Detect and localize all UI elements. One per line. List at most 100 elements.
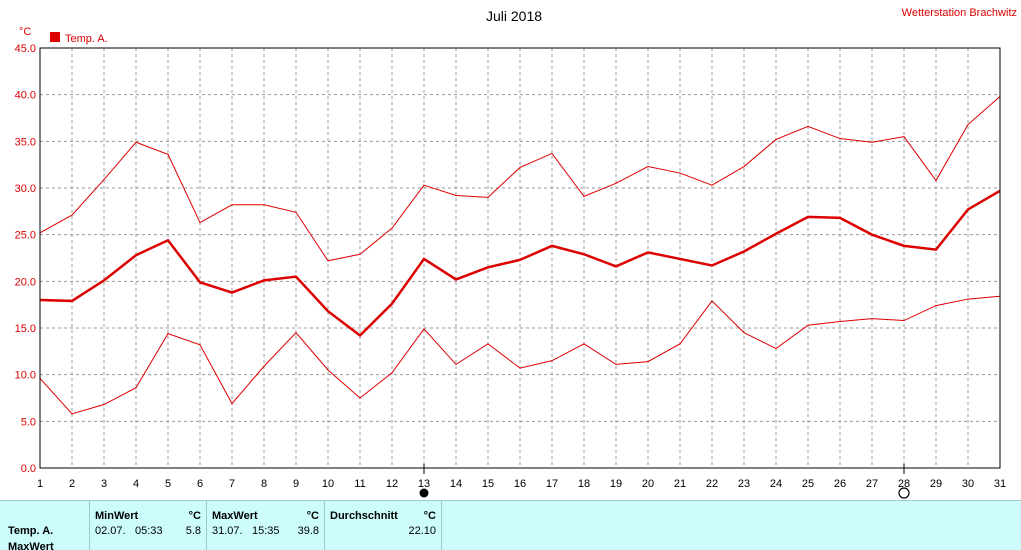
data-point-max bbox=[839, 137, 841, 140]
y-axis-unit: °C bbox=[19, 26, 31, 38]
station-name: Wetterstation Brachwitz bbox=[902, 7, 1017, 19]
y-tick-label: 35.0 bbox=[15, 136, 36, 148]
x-tick-label: 29 bbox=[930, 478, 942, 490]
x-tick-label: 22 bbox=[706, 478, 718, 490]
data-point-max bbox=[391, 227, 393, 229]
x-tick-label: 3 bbox=[101, 478, 107, 490]
data-point-min bbox=[807, 324, 809, 326]
y-tick-label: 15.0 bbox=[15, 323, 36, 335]
x-tick-label: 14 bbox=[450, 478, 462, 490]
data-point-max bbox=[103, 179, 105, 181]
data-point-min bbox=[967, 298, 969, 300]
min-value-column: MinWert °C 02.07. 05:33 5.8 bbox=[89, 501, 207, 550]
data-point-min bbox=[743, 332, 745, 334]
data-point-mean bbox=[711, 264, 713, 267]
data-point-mean bbox=[583, 253, 585, 255]
data-point-mean bbox=[775, 233, 777, 235]
data-point-min bbox=[551, 360, 553, 362]
data-point-min bbox=[359, 397, 361, 399]
x-tick-label: 26 bbox=[834, 478, 846, 490]
data-point-max bbox=[807, 125, 809, 127]
data-point-max bbox=[231, 204, 233, 206]
data-point-min bbox=[391, 372, 393, 374]
series-lines bbox=[39, 95, 1001, 415]
data-point-max bbox=[199, 221, 201, 224]
data-point-max bbox=[583, 195, 585, 197]
data-point-max bbox=[935, 179, 937, 182]
y-tick-label: 20.0 bbox=[15, 276, 36, 288]
data-point-max bbox=[423, 184, 425, 186]
moon-markers bbox=[419, 464, 910, 499]
x-tick-label: 25 bbox=[802, 478, 814, 490]
x-tick-label: 12 bbox=[386, 478, 398, 490]
data-point-min bbox=[903, 319, 905, 322]
data-point-max bbox=[615, 182, 617, 184]
data-point-min bbox=[711, 300, 713, 302]
data-point-mean bbox=[359, 334, 361, 337]
data-point-mean bbox=[263, 279, 265, 281]
data-point-mean bbox=[167, 239, 169, 241]
average-value: 22.10 bbox=[408, 525, 436, 537]
min-time: 05:33 bbox=[135, 525, 163, 537]
data-point-max bbox=[903, 136, 905, 138]
data-point-max bbox=[679, 172, 681, 174]
x-tick-label: 21 bbox=[674, 478, 686, 490]
plot-frame bbox=[39, 47, 1001, 469]
x-tick-label: 7 bbox=[229, 478, 235, 490]
data-point-mean bbox=[103, 279, 105, 281]
data-point-max bbox=[71, 214, 73, 216]
data-point-max bbox=[743, 165, 745, 168]
data-point-min bbox=[583, 343, 585, 345]
data-point-max bbox=[871, 141, 873, 143]
data-point-max bbox=[455, 194, 457, 197]
x-tick-label: 17 bbox=[546, 478, 558, 490]
data-point-max bbox=[775, 138, 777, 141]
y-tick-label: 5.0 bbox=[21, 416, 36, 428]
x-tick-label: 8 bbox=[261, 478, 267, 490]
data-point-mean bbox=[327, 310, 329, 312]
data-point-max bbox=[487, 196, 489, 198]
min-unit: °C bbox=[188, 510, 201, 522]
min-header: MinWert bbox=[95, 510, 139, 522]
x-tick-label: 27 bbox=[866, 478, 878, 490]
data-point-mean bbox=[679, 258, 681, 260]
x-tick-label: 19 bbox=[610, 478, 622, 490]
x-tick-label: 9 bbox=[293, 478, 299, 490]
x-tick-label: 30 bbox=[962, 478, 974, 490]
y-tick-label: 25.0 bbox=[15, 230, 36, 242]
data-point-min bbox=[935, 305, 937, 307]
stats-row-label-2: MaxWert bbox=[8, 541, 54, 550]
x-tick-label: 2 bbox=[69, 478, 75, 490]
data-point-mean bbox=[71, 300, 73, 302]
grid bbox=[40, 48, 1000, 468]
x-tick-label: 24 bbox=[770, 478, 782, 490]
x-tick-label: 31 bbox=[994, 478, 1006, 490]
max-value: 39.8 bbox=[297, 525, 319, 537]
legend-swatch bbox=[50, 32, 60, 42]
x-tick-label: 10 bbox=[322, 478, 334, 490]
data-point-mean bbox=[967, 208, 969, 211]
data-point-min bbox=[263, 365, 265, 367]
data-point-min bbox=[775, 347, 777, 350]
x-tick-label: 11 bbox=[354, 478, 365, 490]
y-axis: 0.0 5.0 10.0 15.0 20.0 25.0 30.0 35.0 40.0 45.0 bbox=[15, 43, 36, 475]
data-point-min bbox=[679, 343, 681, 345]
data-point-min bbox=[199, 344, 201, 346]
data-point-max bbox=[135, 141, 137, 143]
temperature-chart: Juli 2018 Wetterstation Brachwitz °C Tem… bbox=[15, 7, 1017, 499]
data-point-mean bbox=[231, 291, 233, 294]
x-tick-label: 15 bbox=[482, 478, 494, 490]
data-point-mean bbox=[551, 245, 553, 247]
data-point-mean bbox=[903, 245, 905, 247]
data-point-min bbox=[327, 369, 329, 371]
data-point-max bbox=[647, 165, 649, 168]
x-tick-label: 4 bbox=[133, 478, 139, 490]
max-unit: °C bbox=[306, 510, 319, 522]
x-tick-label: 20 bbox=[642, 478, 654, 490]
data-point-mean bbox=[199, 281, 201, 283]
data-point-min bbox=[103, 403, 105, 406]
data-point-min bbox=[71, 413, 73, 415]
average-column: Durchschnitt °C 22.10 bbox=[324, 501, 442, 550]
data-point-mean bbox=[519, 259, 521, 261]
data-point-min bbox=[423, 328, 425, 330]
